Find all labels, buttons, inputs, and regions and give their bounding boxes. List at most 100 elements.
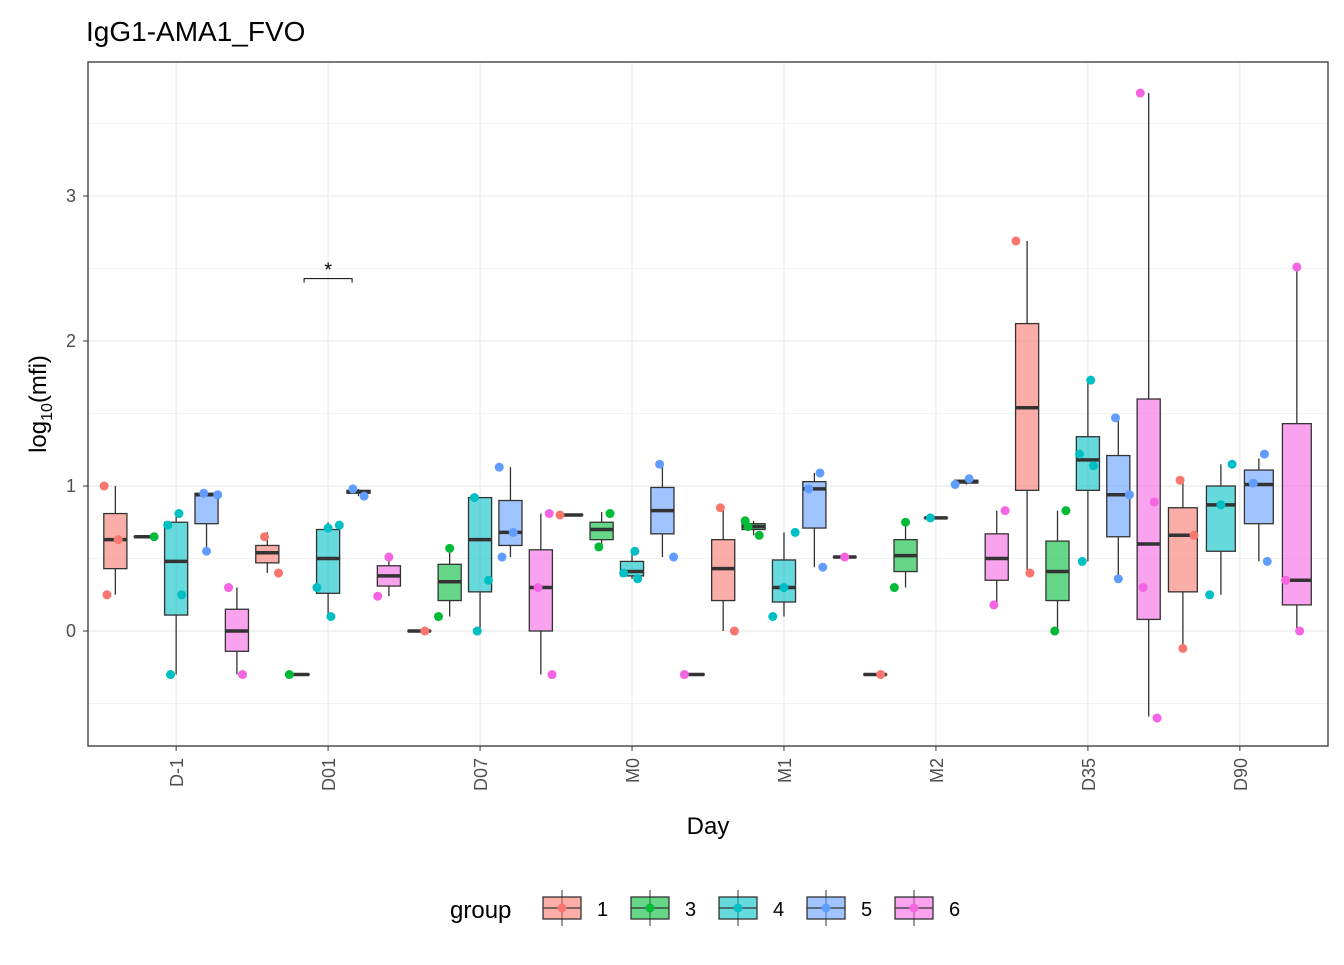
legend-item: 3 (631, 890, 696, 926)
point (1125, 490, 1134, 499)
legend-item: 6 (895, 890, 960, 926)
point (669, 553, 678, 562)
y-label-sub: 10 (39, 403, 56, 421)
point (1086, 376, 1095, 385)
point (1011, 236, 1020, 245)
point (655, 460, 664, 469)
point (174, 509, 183, 518)
y-label-base: log (25, 421, 52, 453)
point (1114, 574, 1123, 583)
point (1281, 576, 1290, 585)
y-tick-label: 2 (66, 331, 76, 351)
point (818, 563, 827, 572)
point (150, 532, 159, 541)
legend-label: 3 (685, 899, 696, 921)
point (498, 553, 507, 562)
point (163, 521, 172, 530)
point (791, 528, 800, 537)
point (495, 463, 504, 472)
legend-label: 6 (949, 899, 960, 921)
point (326, 612, 335, 621)
y-tick-label: 3 (66, 186, 76, 206)
point (1153, 714, 1162, 723)
point (633, 574, 642, 583)
point (1176, 476, 1185, 485)
box (772, 560, 795, 602)
point (324, 524, 333, 533)
legend-label: 5 (861, 899, 872, 921)
point (473, 627, 482, 636)
point (1205, 590, 1214, 599)
x-tick-label: D01 (319, 758, 339, 791)
box (1244, 470, 1273, 524)
point (926, 513, 935, 522)
x-tick-label: M2 (927, 758, 947, 783)
point (1136, 89, 1145, 98)
point (177, 590, 186, 599)
point (989, 600, 998, 609)
point (384, 553, 393, 562)
legend-item: 1 (543, 890, 608, 926)
point (1263, 557, 1272, 566)
point (1111, 413, 1120, 422)
point (1089, 461, 1098, 470)
point (335, 521, 344, 530)
point (545, 509, 554, 518)
x-tick-label: D90 (1231, 758, 1251, 791)
point (779, 583, 788, 592)
x-tick-label: D-1 (167, 758, 187, 787)
point (274, 569, 283, 578)
point (373, 592, 382, 601)
significance-label: * (324, 260, 332, 282)
point (1001, 506, 1010, 515)
legend-item: 4 (719, 890, 784, 926)
point (606, 509, 615, 518)
y-tick-label: 1 (66, 476, 76, 496)
legend-item: 5 (807, 890, 872, 926)
point (102, 590, 111, 599)
point (965, 474, 974, 483)
legend-dot (558, 904, 567, 913)
point (815, 468, 824, 477)
box (499, 501, 522, 546)
point (1260, 450, 1269, 459)
point (901, 518, 910, 527)
point (876, 670, 885, 679)
legend-label: 1 (597, 899, 608, 921)
legend-label: 4 (773, 899, 784, 921)
point (594, 542, 603, 551)
point (238, 670, 247, 679)
point (285, 670, 294, 679)
point (202, 547, 211, 556)
chart-title: IgG1-AMA1_FVO (86, 16, 305, 47)
box (1168, 508, 1197, 592)
point (951, 480, 960, 489)
point (1139, 583, 1148, 592)
legend-dot (734, 904, 743, 913)
point (166, 670, 175, 679)
point (534, 583, 543, 592)
point (100, 482, 109, 491)
point (114, 535, 123, 544)
x-tick-label: D07 (471, 758, 491, 791)
point (199, 489, 208, 498)
point (1295, 627, 1304, 636)
point (1050, 627, 1059, 636)
y-label-rest: (mfi) (25, 355, 52, 403)
x-tick-label: M0 (623, 758, 643, 783)
point (1061, 506, 1070, 515)
point (890, 583, 899, 592)
point (312, 583, 321, 592)
point (224, 583, 233, 592)
point (213, 490, 222, 499)
point (348, 484, 357, 493)
legend-title: group (450, 897, 511, 924)
point (730, 627, 739, 636)
x-tick-label: D35 (1079, 758, 1099, 791)
point (484, 576, 493, 585)
box (1206, 486, 1235, 551)
point (556, 511, 565, 520)
point (548, 670, 557, 679)
point (1249, 479, 1258, 488)
